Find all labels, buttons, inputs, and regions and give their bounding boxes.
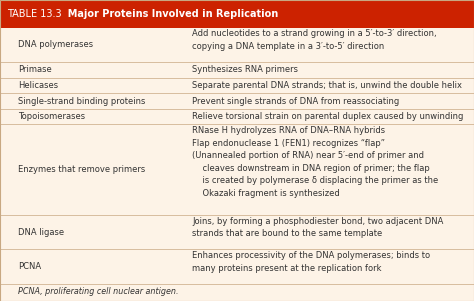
Text: Relieve torsional strain on parental duplex caused by unwinding: Relieve torsional strain on parental dup… [192, 112, 464, 121]
Text: PCNA: PCNA [18, 262, 41, 271]
Bar [0, 0, 474, 28]
Text: TABLE 13.3: TABLE 13.3 [7, 9, 61, 19]
Text: RNase H hydrolyzes RNA of DNA–RNA hybrids
Flap endonuclease 1 (FEN1) recognizes : RNase H hydrolyzes RNA of DNA–RNA hybrid… [192, 126, 438, 198]
Text: Joins, by forming a phosphodiester bond, two adjacent DNA
strands that are bound: Joins, by forming a phosphodiester bond,… [192, 217, 443, 238]
Text: Add nucleotides to a strand growing in a 5′-to-3′ direction,
copying a DNA templ: Add nucleotides to a strand growing in a… [192, 29, 437, 51]
Text: Single-strand binding proteins: Single-strand binding proteins [18, 97, 146, 106]
Text: PCNA, proliferating cell nuclear antigen.: PCNA, proliferating cell nuclear antigen… [18, 287, 179, 296]
Text: Helicases: Helicases [18, 81, 58, 90]
Text: DNA polymerases: DNA polymerases [18, 40, 93, 49]
Text: Separate parental DNA strands; that is, unwind the double helix: Separate parental DNA strands; that is, … [192, 81, 462, 90]
Text: Primase: Primase [18, 65, 52, 74]
Text: Prevent single strands of DNA from reassociating: Prevent single strands of DNA from reass… [192, 97, 399, 106]
Text: Synthesizes RNA primers: Synthesizes RNA primers [192, 65, 298, 74]
Text: Topoisomerases: Topoisomerases [18, 112, 85, 121]
Text: Major Proteins Involved in Replication: Major Proteins Involved in Replication [61, 9, 278, 19]
Text: Enzymes that remove primers: Enzymes that remove primers [18, 165, 145, 174]
Text: DNA ligase: DNA ligase [18, 228, 64, 237]
Text: Enhances processivity of the DNA polymerases; binds to
many proteins present at : Enhances processivity of the DNA polymer… [192, 251, 430, 272]
